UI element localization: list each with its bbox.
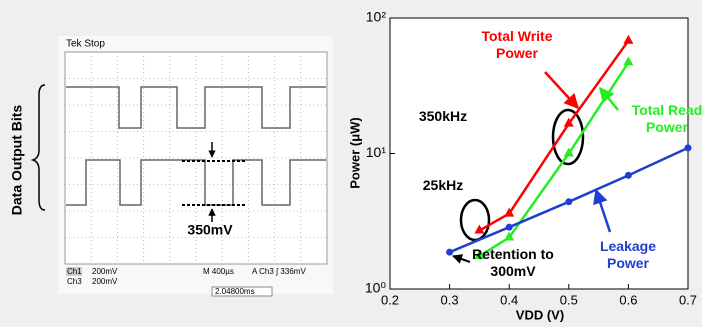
marker [685, 144, 692, 151]
annotation: 350kHz [408, 108, 478, 125]
x-tick-label: 0.4 [500, 292, 518, 307]
scope-header: Tek Stop [66, 39, 105, 50]
page: Tek Stop Data Output Bits 350mV Ch1 200m… [0, 0, 702, 327]
trigger: A Ch3 ∫ 336mV [252, 267, 306, 276]
marker [565, 198, 572, 205]
y-tick-label: 10² [366, 9, 387, 25]
series-label: Leakage Power [578, 238, 678, 272]
series-label: Total Read Power [612, 102, 702, 136]
y-axis-label: Power (μW) [347, 117, 362, 189]
ch-scale: 200mV [92, 277, 118, 286]
x-tick-label: 0.3 [441, 292, 459, 307]
marker [446, 249, 453, 256]
ch-scale: 200mV [92, 267, 118, 276]
annotation: 25kHz [408, 177, 478, 194]
series-label: Total Write Power [462, 28, 572, 62]
x-tick-label: 0.7 [679, 292, 697, 307]
figure: Tek Stop Data Output Bits 350mV Ch1 200m… [0, 0, 702, 327]
marker [625, 172, 632, 179]
ch-label: Ch3 [67, 277, 82, 286]
marker [506, 224, 513, 231]
ch-label: Ch1 [67, 267, 82, 276]
y-tick-label: 10¹ [366, 144, 387, 160]
x-tick-label: 0.6 [619, 292, 637, 307]
y-tick-label: 10⁰ [365, 280, 387, 296]
scope-side-label: Data Output Bits [9, 105, 25, 216]
x-tick-label: 0.5 [560, 292, 578, 307]
cursor: 2.04800ms [215, 287, 255, 296]
scope-annotation: 350mV [187, 222, 233, 238]
timebase: M 400µs [203, 267, 234, 276]
x-axis-label: VDD (V) [516, 307, 564, 322]
annotation: Retention to 300mV [468, 246, 558, 280]
brace [33, 85, 45, 210]
